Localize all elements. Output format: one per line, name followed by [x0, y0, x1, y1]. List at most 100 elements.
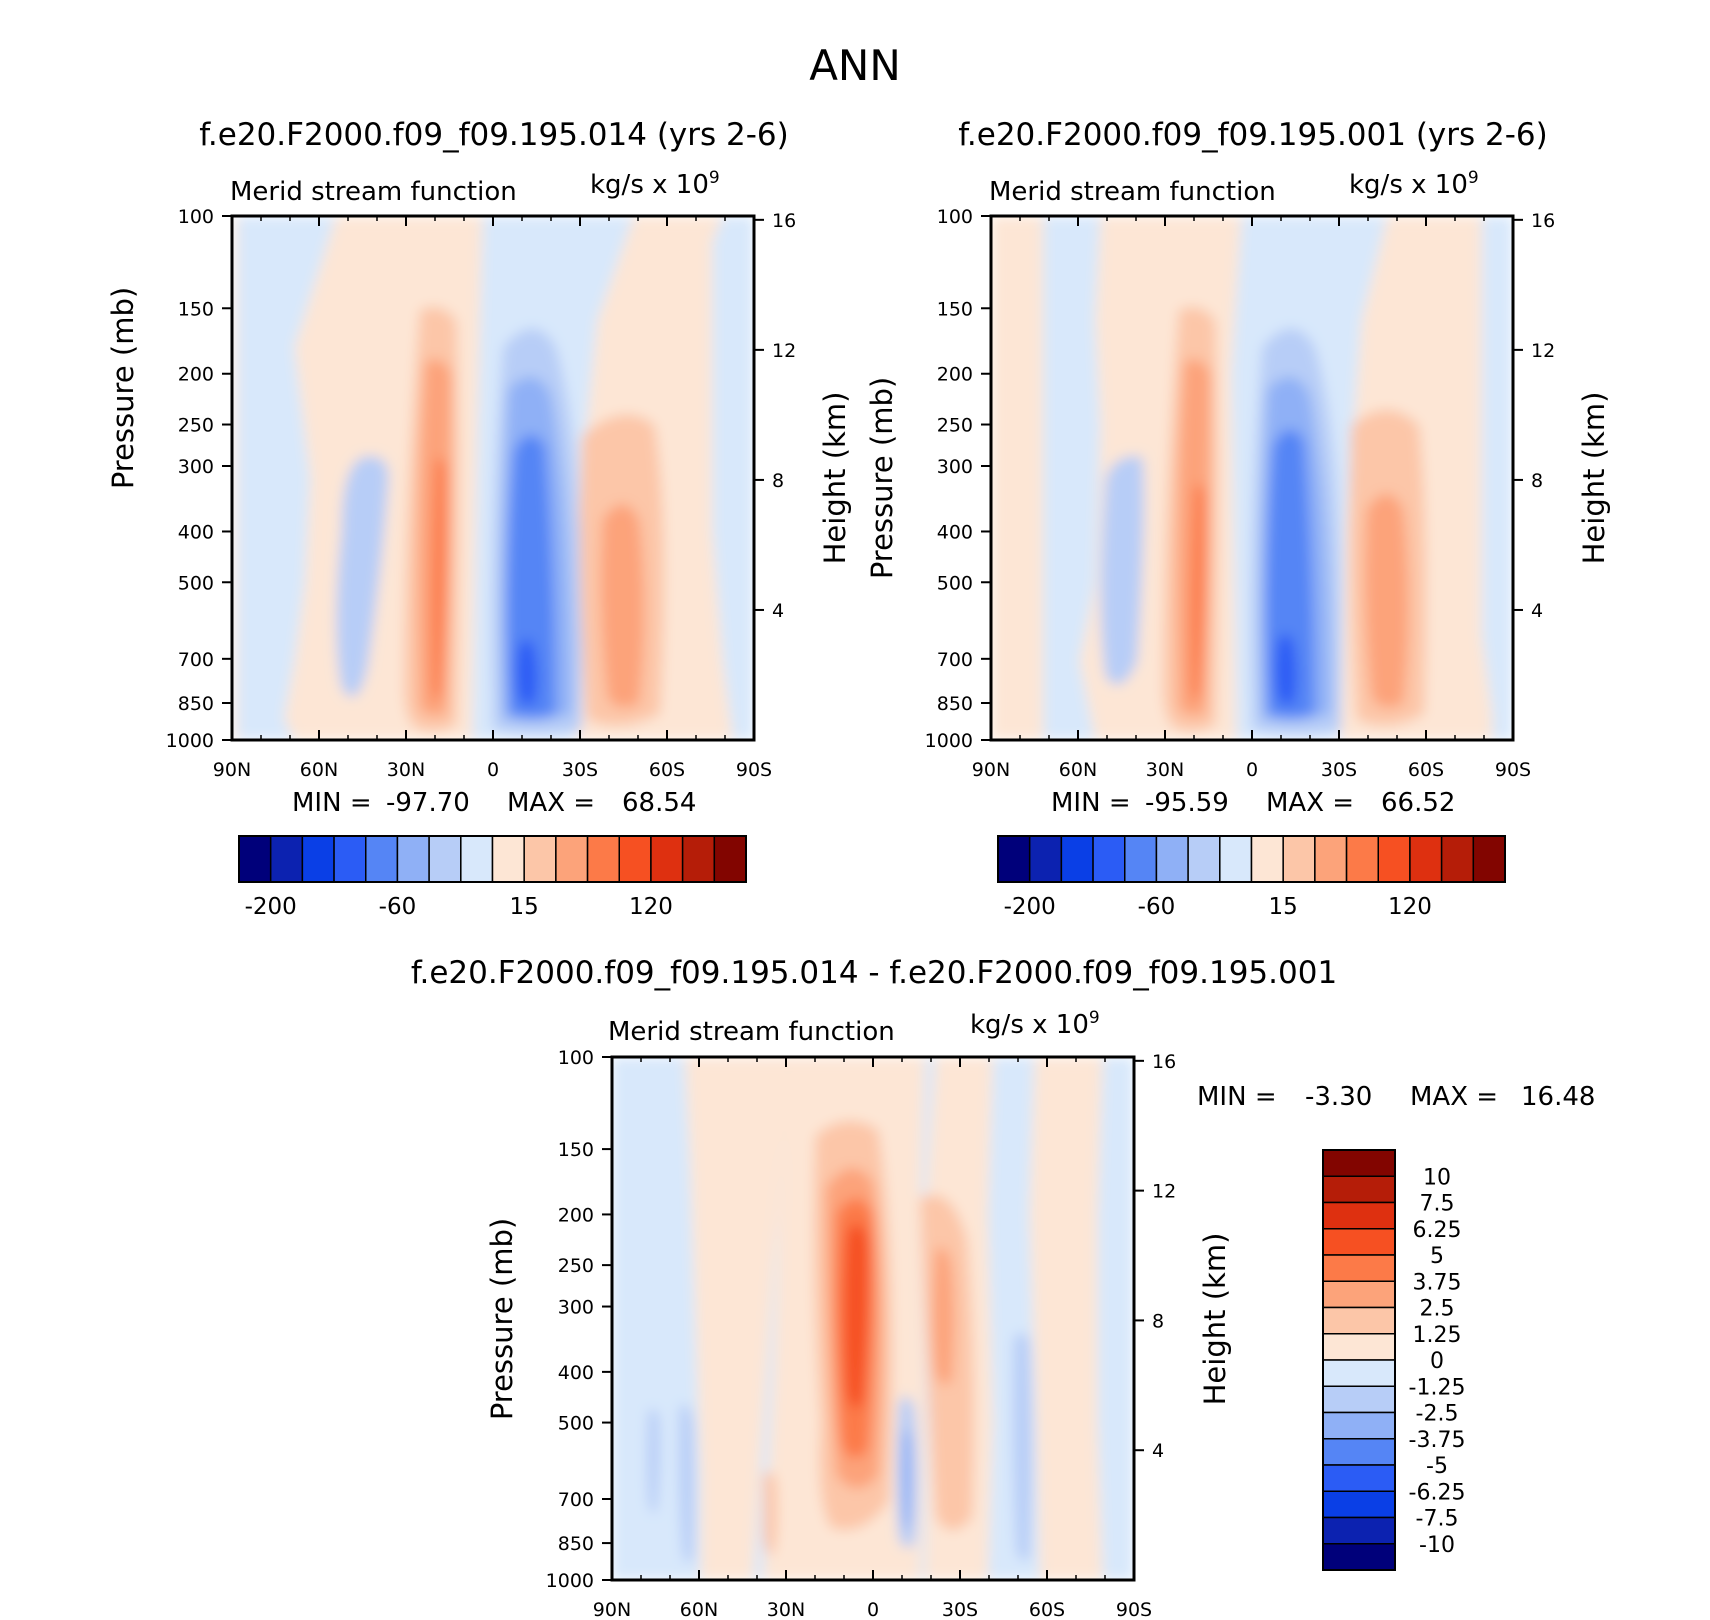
contour-fill: [901, 1430, 912, 1530]
contour-fill: [432, 458, 447, 700]
colorbar-box: [555, 835, 589, 883]
y-tick-label: 500: [937, 572, 973, 594]
colorbar-box: [1322, 1385, 1396, 1414]
contour-fill: [1191, 484, 1206, 700]
units-text: kg/s x 10: [1349, 170, 1468, 200]
colorbar-box: [365, 835, 399, 883]
contour-fill: [678, 1404, 695, 1563]
y-tick-label: 400: [178, 521, 214, 543]
colorbar-label: -10: [1419, 1533, 1455, 1558]
y-axis-label: Pressure (mb): [865, 377, 899, 579]
y-tick-label: 1000: [925, 730, 973, 752]
contour-fill: [1100, 456, 1145, 685]
colorbar-box: [997, 835, 1031, 883]
colorbar-label: -1.25: [1409, 1375, 1466, 1400]
colorbar-label: -200: [1004, 894, 1056, 920]
colorbar-box: [396, 835, 430, 883]
colorbar-box: [1250, 835, 1284, 883]
colorbar-box: [1124, 835, 1158, 883]
x-ticks: 90N 60N 30N 0 30S 60S 90S 100 150 200 250 300 400 500…: [546, 1047, 1177, 1620]
max-label: MAX =: [1266, 788, 1354, 818]
y-tick-label: 200: [178, 364, 214, 386]
min-label: MIN =: [1051, 788, 1131, 818]
y-tick-label: 700: [937, 649, 973, 671]
units-label: kg/s x 109: [970, 1008, 1100, 1040]
max-label: MAX =: [1410, 1082, 1498, 1112]
colorbar: -200 -60 15 120: [238, 835, 747, 920]
y2-axis-label: Height (km): [1198, 1233, 1232, 1406]
colorbar-label: 1.25: [1413, 1323, 1462, 1348]
units-text: kg/s x 10: [590, 170, 709, 200]
colorbar-box: [1028, 835, 1063, 883]
y-tick-label: 100: [558, 1047, 594, 1069]
colorbar-label: 15: [510, 894, 539, 920]
contour-field: [612, 1057, 1134, 1580]
panel-top-right: f.e20.F2000.f09_f09.195.001 (yrs 2-6) Me…: [865, 117, 1611, 920]
y-tick-label: 300: [178, 456, 214, 478]
y-tick-label: 150: [937, 298, 973, 320]
panel-title: f.e20.F2000.f09_f09.195.001 (yrs 2-6): [958, 117, 1548, 153]
x-tick-label: 0: [1246, 759, 1258, 781]
colorbar-box: [269, 835, 304, 883]
colorbar-box: [1322, 1543, 1396, 1571]
colorbar-box: [1322, 1490, 1396, 1519]
y-axis-label: Pressure (mb): [485, 1218, 519, 1420]
contour-fill: [600, 504, 645, 708]
contour-fill: [1275, 633, 1297, 706]
colorbar-box: [301, 835, 335, 883]
colorbar-box: [1322, 1201, 1396, 1230]
colorbar-label: -2.5: [1416, 1402, 1459, 1427]
y2-tick-label: 8: [1152, 1310, 1164, 1332]
colorbar-label: -60: [379, 894, 417, 920]
y-tick-label: 250: [558, 1255, 594, 1277]
colorbar-box: [1322, 1280, 1396, 1309]
units-exponent: 9: [709, 168, 720, 188]
colorbar-box: [523, 835, 557, 883]
colorbar-box: [1322, 1359, 1396, 1387]
left-label: Merid stream function: [989, 177, 1276, 207]
y-tick-label: 150: [558, 1139, 594, 1161]
y-tick-label: 200: [558, 1204, 594, 1226]
colorbar-label: -6.25: [1409, 1480, 1466, 1505]
colorbar-label: -3.75: [1409, 1428, 1466, 1453]
units-label: kg/s x 109: [1349, 168, 1479, 200]
contour-fill: [647, 1408, 660, 1514]
x-tick-label: 90S: [736, 759, 772, 781]
x-ticks: 90N 60N 30N 0 30S 60S 90S 100 150 200 250 300 400 500…: [925, 206, 1556, 781]
min-value: -97.70: [386, 788, 470, 818]
y-tick-label: 700: [558, 1489, 594, 1511]
y-axis-label: Pressure (mb): [106, 287, 140, 489]
y-tick-label: 250: [937, 415, 973, 437]
colorbar-label: -200: [245, 894, 297, 920]
colorbar-box: [1219, 835, 1253, 883]
x-ticks: 90N 60N 30N 0 30S 60S 90S 100 150 200 250 300 400 500…: [166, 206, 797, 781]
contour-fill: [516, 638, 538, 706]
colorbar-label: 15: [1269, 894, 1298, 920]
x-tick-label: 90S: [1495, 759, 1531, 781]
x-tick-label: 30S: [1321, 759, 1357, 781]
colorbar-box: [1440, 835, 1475, 883]
min-label: MIN =: [292, 788, 372, 818]
y-tick-label: 150: [178, 298, 214, 320]
y-tick-label: 100: [178, 206, 214, 228]
y-tick-label: 300: [937, 456, 973, 478]
min-value: -3.30: [1305, 1082, 1372, 1112]
y-tick-label: 250: [178, 415, 214, 437]
colorbar-box: [713, 835, 747, 883]
max-value: 68.54: [622, 788, 696, 818]
min-label: MIN =: [1197, 1082, 1277, 1112]
y2-tick-label: 16: [1152, 1051, 1176, 1073]
colorbar-label: 6.25: [1413, 1218, 1462, 1243]
colorbar-label: 10: [1423, 1165, 1451, 1190]
colorbar-box: [1322, 1411, 1396, 1440]
units-text: kg/s x 10: [970, 1010, 1089, 1040]
y2-tick-label: 4: [1152, 1440, 1164, 1462]
y2-tick-label: 12: [1152, 1181, 1176, 1203]
colorbar-box: [1322, 1464, 1396, 1492]
colorbar-label: 3.75: [1413, 1270, 1462, 1295]
contour-fill: [336, 456, 389, 697]
colorbar: 107.56.2553.752.51.250-1.25-2.5-3.75-5-6…: [1322, 1149, 1466, 1571]
x-tick-label: 90S: [1116, 1599, 1152, 1620]
contour-field: [991, 216, 1513, 740]
y-tick-label: 300: [558, 1297, 594, 1319]
